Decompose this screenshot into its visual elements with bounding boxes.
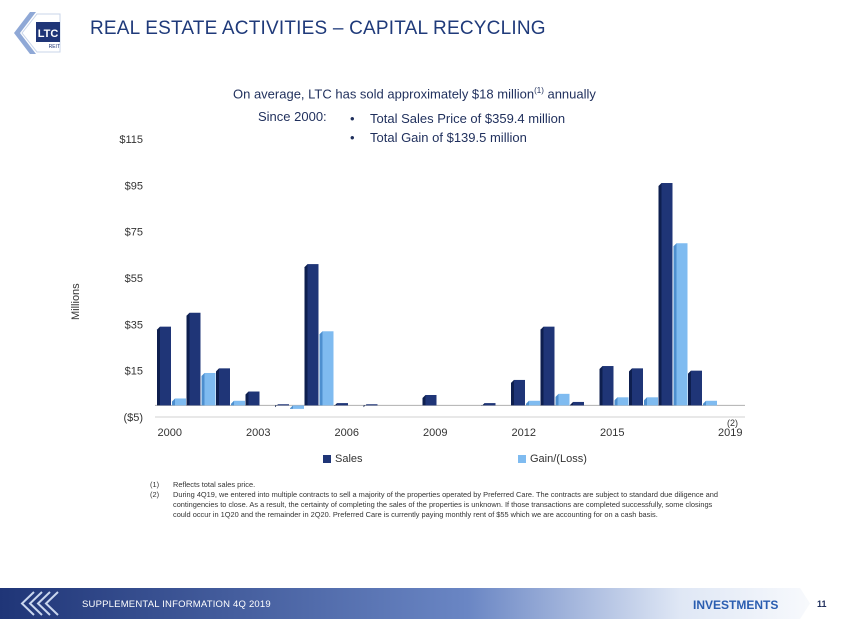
y-tick-label: $55 — [125, 273, 143, 285]
ltc-logo: LTC REIT — [14, 12, 61, 54]
bar-sales — [570, 401, 584, 406]
y-tick-label: $115 — [119, 134, 143, 146]
bar-sales — [540, 326, 555, 406]
bar-gain — [614, 397, 629, 406]
legend-swatch-gain — [518, 455, 526, 463]
summary-bullets: • Total Sales Price of $359.4 million • To… — [350, 109, 565, 147]
footnote-text: During 4Q19, we entered into multiple co… — [173, 490, 719, 519]
bar-gain — [703, 400, 717, 406]
bar-gain — [231, 400, 245, 406]
bar-sales — [245, 391, 260, 406]
logo-chevron-icon — [14, 12, 61, 54]
bullet-icon: • — [350, 130, 355, 145]
bar-gain — [555, 393, 570, 406]
bar-sales — [275, 404, 289, 408]
x-tick-label: 2006 — [335, 427, 359, 439]
y-tick-label: $75 — [125, 227, 143, 239]
page-number: 11 — [817, 599, 827, 609]
footnote-number: (1) — [150, 480, 160, 489]
bullet-gain: Total Gain of $139.5 million — [370, 130, 527, 145]
bar-gain — [319, 331, 334, 406]
bar-sales — [216, 368, 230, 406]
x-tick-label: 2012 — [512, 427, 536, 439]
bar-sales — [304, 264, 319, 406]
bar-chart: ($5) $15 $35 $55 $75 $95 $115 2000 2003 2006 2009 2… — [119, 134, 745, 439]
bar-sales — [629, 368, 643, 406]
footer-text: SUPPLEMENTAL INFORMATION 4Q 2019 — [82, 599, 271, 610]
x-tick-label: 2000 — [158, 427, 182, 439]
bar-sales — [481, 403, 496, 407]
bar-gain — [644, 397, 658, 406]
footnote-number: (2) — [150, 490, 160, 499]
bullet-item: • Total Sales Price of $359.4 million — [350, 109, 565, 128]
chart-annotation: (2) — [727, 418, 738, 428]
bar-gain — [673, 243, 688, 406]
logo-subtext: REIT — [49, 44, 60, 50]
bar-sales — [511, 379, 525, 406]
footer-chevrons-icon — [20, 591, 59, 616]
y-tick-label: ($5) — [123, 412, 143, 424]
x-tick-label: 2009 — [423, 427, 447, 439]
bar-gain — [201, 372, 216, 406]
intro-suffix: annually — [543, 86, 596, 102]
footnote-1: (1) Reflects total sales price. — [150, 480, 725, 490]
bar-gain — [172, 398, 186, 406]
y-tick-label: $35 — [125, 319, 143, 331]
bar-sales — [157, 326, 171, 406]
footnotes: (1) Reflects total sales price. (2) Duri… — [150, 480, 725, 520]
legend-gain: Gain/(Loss) — [518, 453, 587, 465]
bar-sales — [422, 394, 437, 406]
footer-band — [0, 588, 850, 619]
footnote-text: Reflects total sales price. — [173, 480, 256, 489]
x-tick-label: 2019 — [718, 427, 742, 439]
y-tick-label: $95 — [125, 180, 143, 192]
bar-sales — [334, 403, 348, 407]
bar-sales — [599, 366, 614, 406]
footnote-2: (2) During 4Q19, we entered into multipl… — [150, 490, 725, 520]
intro-text: On average, LTC has sold approximately $… — [233, 86, 596, 101]
bar-sales — [363, 404, 378, 408]
intro-main: On average, LTC has sold approximately $… — [233, 86, 535, 102]
page-title: REAL ESTATE ACTIVITIES – CAPITAL RECYCLI… — [90, 18, 546, 39]
bar-sales — [186, 312, 201, 406]
x-tick-label: 2015 — [600, 427, 624, 439]
logo-text: LTC — [38, 28, 59, 40]
legend-label-sales: Sales — [335, 453, 363, 465]
bullet-sales: Total Sales Price of $359.4 million — [370, 111, 566, 126]
section-name: INVESTMENTS — [693, 598, 779, 612]
bar-gain — [290, 405, 304, 409]
legend-swatch-sales — [323, 455, 331, 463]
legend-sales: Sales — [323, 453, 363, 465]
legend-label-gain: Gain/(Loss) — [530, 453, 587, 465]
y-tick-label: $15 — [125, 366, 143, 378]
bullet-icon: • — [350, 111, 355, 126]
bar-gain — [526, 400, 540, 406]
since-label: Since 2000: — [258, 109, 327, 124]
bar-sales — [688, 370, 702, 406]
x-tick-label: 2003 — [246, 427, 270, 439]
bar-sales — [658, 183, 673, 406]
intro-footnote-ref: (1) — [534, 86, 544, 95]
bullet-item: • Total Gain of $139.5 million — [350, 128, 565, 147]
